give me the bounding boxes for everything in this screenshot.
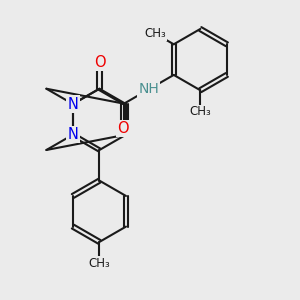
Text: N: N — [68, 127, 78, 142]
Text: N: N — [68, 97, 78, 112]
Text: NH: NH — [138, 82, 159, 97]
Text: O: O — [118, 121, 129, 136]
Text: CH₃: CH₃ — [189, 105, 211, 118]
Text: O: O — [94, 55, 105, 70]
Text: CH₃: CH₃ — [144, 27, 166, 40]
Text: CH₃: CH₃ — [88, 257, 110, 270]
